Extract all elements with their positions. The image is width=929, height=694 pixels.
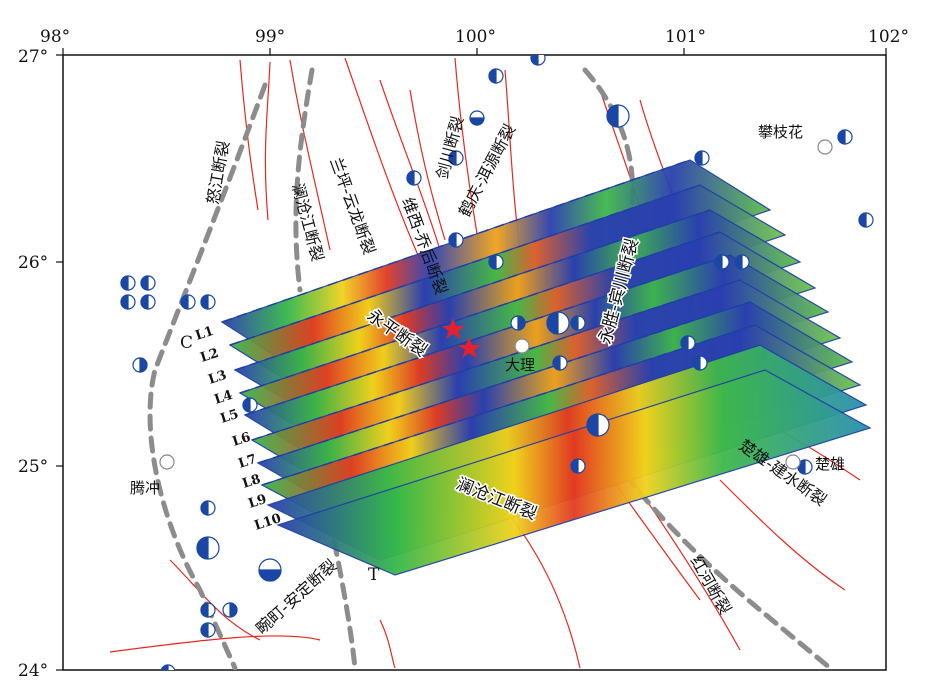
focal-mechanism-icon	[180, 294, 196, 310]
city-marker-icon	[514, 338, 530, 354]
focal-mechanism-icon	[546, 311, 570, 335]
focal-mechanism-icon	[734, 254, 750, 270]
focal-mechanism-icon	[680, 335, 696, 351]
focal-mechanism-icon	[570, 458, 586, 474]
focal-mechanism-icon	[570, 315, 586, 331]
focal-mechanism-icon	[694, 150, 710, 166]
city-label-panzhihua: 攀枝花	[758, 123, 803, 141]
focal-mechanism-icon	[200, 602, 216, 618]
city-marker-icon	[817, 139, 833, 155]
focal-mechanism-icon	[586, 413, 610, 437]
profile-label: L3	[207, 368, 229, 388]
focal-mechanism-icon	[222, 602, 238, 618]
focal-mechanism-icon	[606, 104, 630, 128]
focal-mechanism-icon	[858, 212, 874, 228]
profile-start-letter: C	[180, 333, 193, 353]
focal-mechanism-icon	[406, 170, 422, 186]
profile-label: L9	[247, 492, 269, 512]
focal-mechanism-icon	[448, 150, 464, 166]
city-markers	[159, 139, 833, 470]
focal-mechanism-icon	[140, 275, 156, 291]
profile-label: L7	[237, 452, 259, 472]
profile-label: L5	[219, 407, 241, 427]
axis-ticks	[56, 48, 887, 671]
epicenter-stars	[442, 318, 481, 358]
focal-mechanism-icon	[552, 355, 568, 371]
focal-mechanism-icon	[196, 536, 220, 560]
focal-mechanism-icon	[692, 355, 708, 371]
focal-mechanism-icon	[837, 129, 853, 145]
lat-tick-label: 27°	[18, 47, 48, 67]
profile-label: L6	[231, 430, 253, 450]
profile-sheets	[220, 159, 872, 576]
focal-mechanism-icon	[242, 397, 258, 413]
city-marker-icon	[159, 454, 175, 470]
focal-mechanism-icon	[160, 664, 176, 670]
star-icon	[442, 318, 465, 339]
profile-label: L4	[213, 388, 235, 408]
profile-label: L2	[199, 346, 221, 366]
focal-mechanism-icon	[132, 357, 148, 373]
focal-mechanism-icon	[200, 294, 216, 310]
focal-mechanism-icon	[530, 55, 546, 66]
focal-mechanism-icon	[488, 68, 504, 84]
lon-tick-label: 99°	[255, 27, 285, 47]
focal-mechanism-icon	[469, 110, 485, 126]
focal-mechanism-icon	[258, 558, 282, 582]
focal-mechanism-icon	[120, 275, 136, 291]
focal-mechanism-icon	[510, 315, 526, 331]
lon-tick-label: 100°	[455, 27, 496, 47]
focal-mechanism-icon	[120, 294, 136, 310]
lat-tick-label: 25°	[18, 457, 48, 477]
profile-end-letter: T	[368, 565, 380, 585]
profile-label: L8	[241, 472, 263, 492]
focal-mechanism-icon	[488, 254, 504, 270]
city-marker-icon	[785, 454, 801, 470]
lon-tick-label: 101°	[665, 27, 706, 47]
focal-mechanism-icon	[200, 622, 216, 638]
lon-tick-label: 102°	[868, 27, 909, 47]
focal-mechanism-icon	[200, 500, 216, 516]
city-label-dali: 大理	[505, 356, 535, 374]
profile-label: L1	[194, 324, 216, 344]
city-label-chuxiong: 楚雄	[815, 455, 845, 473]
focal-mechanism-icon	[714, 254, 730, 270]
city-label-tengchong: 腾冲	[130, 479, 160, 497]
lat-tick-label: 24°	[18, 661, 48, 681]
focal-mechanism-icon	[448, 232, 464, 248]
focal-mechanism-icon	[140, 294, 156, 310]
focal-mechanisms	[120, 55, 874, 670]
lon-tick-label: 98°	[40, 27, 70, 47]
lat-tick-label: 26°	[18, 253, 48, 273]
star-icon	[458, 337, 481, 358]
